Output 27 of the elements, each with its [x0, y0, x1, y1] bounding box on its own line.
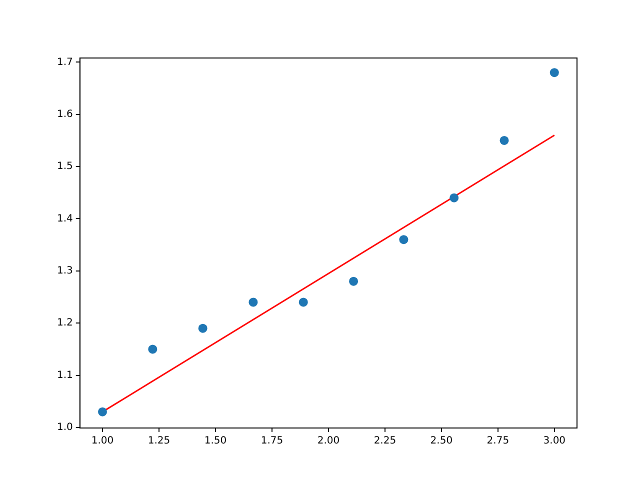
y-tick-label: 1.6	[56, 108, 73, 120]
y-tick-label: 1.3	[56, 266, 73, 277]
x-tick-label: 2.75	[486, 436, 510, 447]
x-tick-label: 2.50	[430, 436, 453, 447]
x-tick-label: 1.75	[260, 436, 284, 447]
point	[298, 298, 308, 307]
y-tick-label: 1.0	[56, 422, 73, 434]
y-tick-label: 1.5	[56, 161, 73, 172]
y-tick-label: 1.7	[56, 56, 73, 68]
x-tick-label: 3.00	[543, 436, 566, 447]
point	[399, 235, 408, 244]
point	[349, 276, 358, 286]
point	[550, 68, 559, 78]
point	[450, 193, 459, 202]
y-tick-label: 1.1	[56, 370, 73, 381]
x-tick-label: 1.25	[148, 436, 170, 447]
x-tick-label: 1.50	[204, 436, 227, 447]
point	[98, 407, 107, 416]
x-tick-label: 2.00	[317, 436, 340, 447]
point	[248, 298, 258, 307]
y-tick-label: 1.2	[56, 318, 73, 329]
point	[148, 344, 158, 354]
point	[198, 324, 208, 333]
x-tick-label: 1.00	[91, 436, 114, 447]
y-tick-label: 1.4	[56, 213, 73, 224]
x-tick-label: 2.25	[374, 436, 396, 447]
point	[500, 136, 509, 145]
